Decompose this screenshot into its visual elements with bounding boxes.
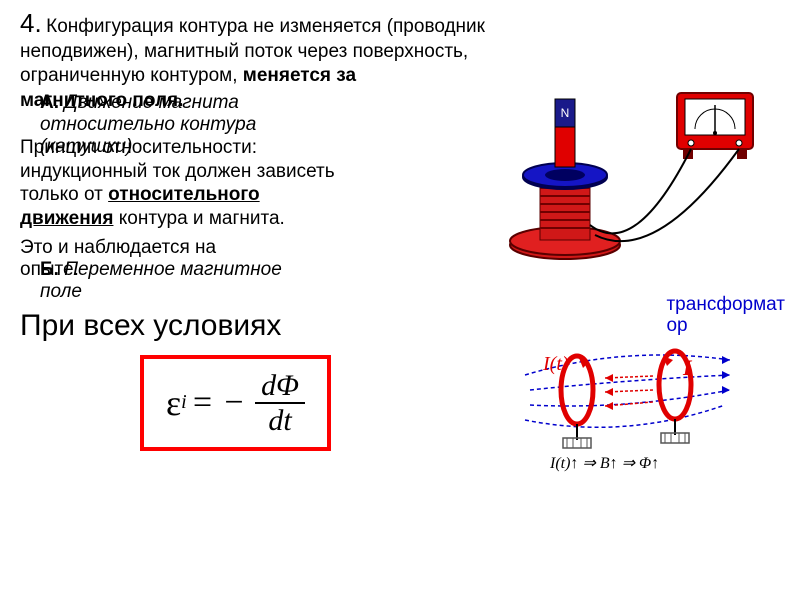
formula-box: εi = − dΦ dt: [140, 355, 331, 451]
sub-a-text2: относительно контура: [40, 114, 256, 135]
coil-magnet-diagram: N: [485, 85, 765, 265]
equals: = −: [191, 384, 245, 422]
fraction-num: dΦ: [255, 369, 305, 404]
principle-l4a: движения: [20, 208, 113, 229]
principle-text: Принцип относительности: индукционный то…: [20, 136, 460, 231]
sub-b-label: Б.: [40, 259, 59, 280]
epsilon-sub: i: [181, 391, 187, 414]
sub-b-text2: поле: [40, 281, 82, 302]
fraction-den: dt: [262, 404, 297, 437]
svg-text:I: I: [682, 355, 693, 380]
intro-line3a: ограниченную контуром,: [20, 65, 243, 86]
item-number: 4.: [20, 8, 42, 38]
principle-l3a: только от: [20, 184, 108, 205]
svg-text:N: N: [561, 106, 570, 120]
emf-formula: εi = − dΦ dt: [166, 369, 305, 437]
sub-a-label: А.: [40, 92, 59, 113]
transformer-l1: трансформат: [666, 294, 785, 315]
intro-line1: Конфигурация контура не изменяется (пров…: [46, 16, 485, 37]
epsilon: ε: [166, 382, 181, 424]
intro-line3b: меняется за: [243, 65, 356, 86]
sub-b-text1: Переменное магнитное: [64, 259, 282, 280]
principle-l3b: относительного: [108, 184, 260, 205]
fraction: dΦ dt: [255, 369, 305, 437]
principle-l1: Принцип относительности:: [20, 137, 257, 158]
observe-l1: Это и наблюдается на: [20, 237, 216, 258]
sub-a-text1: Движение магнита: [64, 92, 239, 113]
intro-line2: неподвижен), магнитный поток через повер…: [20, 41, 468, 62]
principle-l2: индукционный ток должен зависеть: [20, 161, 335, 182]
transformer-diagram: I(t) I I(t)↑ ⇒ B↑ ⇒ Φ↑: [505, 320, 745, 475]
principle-l4b: контура и магнита.: [113, 208, 284, 229]
svg-text:I(t)↑ ⇒ B↑ ⇒ Φ↑: I(t)↑ ⇒ B↑ ⇒ Φ↑: [549, 455, 659, 472]
svg-text:I(t): I(t): [542, 353, 569, 375]
